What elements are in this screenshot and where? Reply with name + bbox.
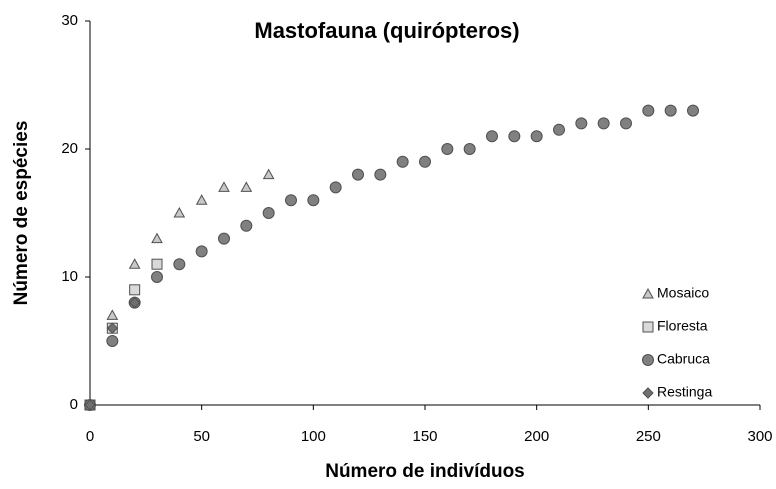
point <box>262 168 275 180</box>
point <box>128 296 141 309</box>
y-tick-label: 10 <box>61 268 78 285</box>
point <box>106 335 119 347</box>
point <box>151 271 163 283</box>
legend-label: Restinga <box>657 384 712 400</box>
point <box>374 168 387 181</box>
point <box>597 117 610 130</box>
point <box>106 322 119 334</box>
legend-marker <box>642 321 654 333</box>
point <box>307 194 320 207</box>
point <box>262 207 275 219</box>
point <box>285 194 297 207</box>
legend-marker <box>642 287 654 299</box>
point <box>173 206 186 218</box>
point <box>508 130 521 143</box>
y-axis-title: Número de espécies <box>11 121 32 306</box>
point <box>664 104 677 117</box>
point <box>441 143 454 155</box>
point <box>218 232 230 245</box>
legend-label: Cabruca <box>657 351 710 367</box>
point <box>218 181 230 192</box>
legend-marker <box>642 354 654 366</box>
legend-marker <box>642 387 654 399</box>
point <box>129 284 141 296</box>
point <box>396 155 409 168</box>
point <box>419 155 431 168</box>
point <box>553 123 565 136</box>
point <box>173 258 186 271</box>
x-tick-label: 300 <box>747 428 772 445</box>
point <box>642 104 655 117</box>
point <box>195 245 208 258</box>
y-tick-label: 20 <box>61 140 78 157</box>
point <box>151 258 163 270</box>
legend-label: Floresta <box>657 318 708 334</box>
point <box>486 130 498 143</box>
legend-label: Mosaico <box>657 285 709 301</box>
x-tick-label: 0 <box>86 428 94 445</box>
point <box>463 143 476 155</box>
point <box>106 309 119 320</box>
x-tick-label: 100 <box>301 428 326 445</box>
point <box>240 181 253 192</box>
point <box>84 399 96 411</box>
point <box>352 168 364 181</box>
x-tick-label: 200 <box>524 428 549 445</box>
x-axis-title: Número de indivíduos <box>325 461 525 482</box>
x-tick-label: 50 <box>193 428 210 445</box>
y-tick-label: 0 <box>70 396 78 413</box>
point <box>128 258 141 269</box>
point <box>575 117 588 130</box>
chart-title: Mastofauna (quirópteros) <box>254 18 519 43</box>
point <box>240 219 253 232</box>
point <box>329 181 342 194</box>
x-tick-label: 250 <box>636 428 661 445</box>
point <box>151 232 163 244</box>
point <box>687 104 699 117</box>
point <box>620 117 632 130</box>
point <box>195 194 208 205</box>
point <box>530 130 543 143</box>
y-tick-label: 30 <box>61 12 78 29</box>
x-tick-label: 150 <box>412 428 437 445</box>
